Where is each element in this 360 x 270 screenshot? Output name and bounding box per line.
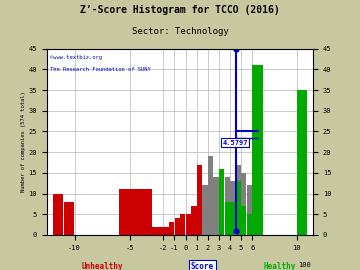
Bar xyxy=(247,185,252,235)
Bar xyxy=(297,90,307,235)
Bar xyxy=(219,169,224,235)
Text: Sector: Technology: Sector: Technology xyxy=(132,27,228,36)
Bar xyxy=(252,214,258,235)
Bar xyxy=(202,185,208,235)
Bar xyxy=(163,227,169,235)
Bar xyxy=(225,177,230,235)
Bar xyxy=(247,214,252,235)
Bar xyxy=(230,181,235,235)
Bar xyxy=(258,227,263,235)
Bar xyxy=(235,164,241,235)
Bar xyxy=(158,227,163,235)
Bar xyxy=(252,65,263,235)
Bar xyxy=(186,214,191,235)
Bar xyxy=(225,202,230,235)
Bar xyxy=(241,206,247,235)
Bar xyxy=(152,227,158,235)
Bar xyxy=(130,189,141,235)
Text: 100: 100 xyxy=(298,262,311,268)
Bar xyxy=(119,189,130,235)
Bar xyxy=(191,206,197,235)
Y-axis label: Number of companies (574 total): Number of companies (574 total) xyxy=(21,91,26,192)
Bar xyxy=(175,218,180,235)
Bar xyxy=(219,181,224,235)
Bar xyxy=(180,214,185,235)
Text: 4.5797: 4.5797 xyxy=(222,140,248,146)
Bar xyxy=(230,202,235,235)
Bar xyxy=(141,189,152,235)
Bar xyxy=(208,156,213,235)
Bar xyxy=(235,181,241,235)
Bar xyxy=(213,177,219,235)
Text: ©www.textbiz.org: ©www.textbiz.org xyxy=(50,55,102,60)
Bar xyxy=(241,173,247,235)
Text: Healthy: Healthy xyxy=(264,262,296,270)
Text: The Research Foundation of SUNY: The Research Foundation of SUNY xyxy=(50,67,151,72)
Bar xyxy=(197,164,202,235)
Text: Z’-Score Histogram for TCCO (2016): Z’-Score Histogram for TCCO (2016) xyxy=(80,5,280,15)
Bar xyxy=(64,202,74,235)
Bar xyxy=(53,194,63,235)
Bar xyxy=(169,222,174,235)
Text: Unhealthy: Unhealthy xyxy=(81,262,123,270)
Text: Score: Score xyxy=(191,262,214,270)
